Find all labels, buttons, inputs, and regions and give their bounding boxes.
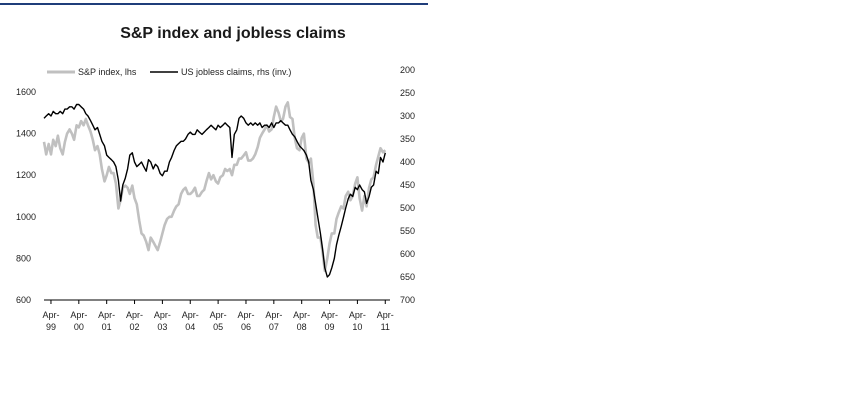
x-tick-label-top: Apr- [265, 310, 282, 320]
left-tick-label: 1400 [16, 129, 36, 139]
x-axis: Apr- 99 Apr- 00 Apr- 01 Apr- 02 Apr- 03 Apr- 04 Apr-… [42, 299, 394, 332]
right-tick-label: 450 [400, 180, 415, 190]
right-tick-label: 400 [400, 157, 415, 167]
x-tick-label-bottom: 03 [157, 322, 167, 332]
right-tick-label: 600 [400, 249, 415, 259]
right-tick-label: 200 [400, 65, 415, 75]
x-tick-label-bottom: 04 [185, 322, 195, 332]
x-tick-label-bottom: 01 [102, 322, 112, 332]
series-layer [42, 101, 387, 278]
x-tick-label-bottom: 99 [46, 322, 56, 332]
x-tick-label-top: Apr- [182, 310, 199, 320]
left-tick-label: 600 [16, 295, 31, 305]
x-tick-label-bottom: 08 [297, 322, 307, 332]
x-tick-label-bottom: 06 [241, 322, 251, 332]
left-tick-label: 1200 [16, 170, 36, 180]
x-tick-label-top: Apr- [154, 310, 171, 320]
chart-title: S&P index and jobless claims [120, 25, 346, 42]
left-axis-ticks: 600 800 1000 1200 1400 1600 [16, 87, 36, 305]
right-tick-label: 650 [400, 272, 415, 282]
x-tick-label-bottom: 00 [74, 322, 84, 332]
x-tick-label-bottom: 02 [130, 322, 140, 332]
right-tick-label: 250 [400, 88, 415, 98]
right-tick-label: 550 [400, 226, 415, 236]
x-tick-label-top: Apr- [98, 310, 115, 320]
left-tick-label: 1000 [16, 212, 36, 222]
right-tick-label: 500 [400, 203, 415, 213]
x-tick-label-top: Apr- [42, 310, 59, 320]
left-tick-label: 1600 [16, 87, 36, 97]
x-tick-label-top: Apr- [210, 310, 227, 320]
x-tick-label-bottom: 11 [381, 322, 390, 332]
series-line-sp-index [42, 101, 387, 273]
x-tick-label-bottom: 05 [213, 322, 223, 332]
x-tick-label-top: Apr- [126, 310, 143, 320]
legend: S&P index, lhs US jobless claims, rhs (i… [47, 67, 291, 77]
left-tick-label: 800 [16, 253, 31, 263]
x-tick-label-top: Apr- [293, 310, 310, 320]
series-line-jobless-claims [43, 103, 386, 278]
x-tick-label-top: Apr- [377, 310, 394, 320]
x-tick-label-top: Apr- [349, 310, 366, 320]
right-tick-label: 300 [400, 111, 415, 121]
legend-label-sp-index: S&P index, lhs [78, 67, 137, 77]
x-tick-label-top: Apr- [321, 310, 338, 320]
x-tick-label-bottom: 10 [352, 322, 362, 332]
x-tick-label-top: Apr- [237, 310, 254, 320]
right-tick-label: 350 [400, 134, 415, 144]
legend-label-jobless-claims: US jobless claims, rhs (inv.) [181, 67, 291, 77]
x-tick-label-bottom: 07 [269, 322, 279, 332]
x-tick-label-top: Apr- [70, 310, 87, 320]
x-tick-label-bottom: 09 [325, 322, 335, 332]
right-axis-ticks: 200 250 300 350 400 450 500 550 600 650 700 [400, 65, 415, 305]
right-tick-label: 700 [400, 295, 415, 305]
